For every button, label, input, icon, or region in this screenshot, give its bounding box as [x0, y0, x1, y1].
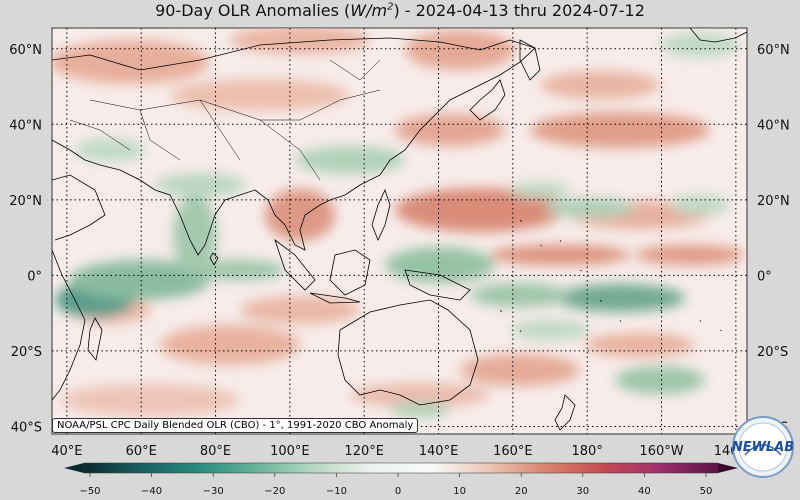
colorbar-tick-label: −50 — [79, 486, 100, 497]
sumatra — [274, 238, 316, 291]
japan — [469, 79, 506, 121]
colorbar-tick-label: 40 — [638, 486, 651, 497]
lon-label: 40°E — [51, 444, 82, 459]
lon-label: 120°E — [344, 444, 384, 459]
lat-label-right: 20°N — [757, 194, 790, 209]
pacific-islands — [499, 219, 723, 333]
data-source-note: NOAA/PSL CPC Daily Blended OLR (CBO) - 1… — [52, 418, 419, 433]
colorbar: −50 −40 −30 −20 −10 0 10 20 30 40 50 — [64, 462, 738, 497]
lat-label-right: 40°N — [757, 118, 790, 133]
lat-label-left: 40°N — [9, 118, 42, 133]
map-title: 90-Day OLR Anomalies (W/m2) - 2024-04-13… — [0, 1, 800, 20]
philippines — [371, 188, 391, 242]
lat-label-right: 0° — [757, 269, 772, 284]
title-prefix: 90-Day OLR Anomalies ( — [155, 1, 351, 20]
logo-arc — [744, 444, 782, 456]
borneo — [329, 249, 371, 296]
lat-label-right: 20°S — [757, 345, 788, 360]
title-suffix: ) - 2024-04-13 thru 2024-07-12 — [393, 1, 645, 20]
anomaly-field — [52, 28, 745, 418]
madagascar — [87, 317, 103, 361]
lat-label-left: 20°N — [9, 194, 42, 209]
colorbar-tick-label: −40 — [141, 486, 162, 497]
kamchatka — [519, 39, 541, 81]
lat-label-left: 20°S — [11, 345, 42, 360]
lon-label: 180° — [572, 444, 603, 459]
colorbar-tick-label: −20 — [264, 486, 285, 497]
country-borders — [69, 59, 381, 181]
coastlines — [52, 28, 747, 431]
lat-label-right: 60°N — [757, 43, 790, 58]
colorbar-tick-label: 10 — [453, 486, 466, 497]
longitude-labels: 40°E 60°E 80°E 100°E 120°E 140°E 160°E 180° 160°… — [51, 444, 758, 459]
colorbar-tick-label: 20 — [515, 486, 528, 497]
lat-label-left: 60°N — [9, 43, 42, 58]
lat-label-left: 40°S — [11, 420, 42, 435]
colorbar-tick-label: −10 — [326, 486, 347, 497]
colorbar-tick-label: 50 — [700, 486, 713, 497]
arabia-coastline — [52, 174, 106, 241]
lon-label: 60°E — [126, 444, 157, 459]
logo-text: NEWLAB — [732, 440, 794, 455]
title-units-exponent: 2 — [387, 1, 394, 13]
australia-coastline — [337, 299, 479, 406]
sri-lanka — [209, 252, 219, 266]
lon-label: 80°E — [200, 444, 231, 459]
new-zealand — [554, 394, 576, 431]
logo-inner — [738, 422, 788, 472]
alaska-coastline — [689, 28, 747, 43]
asia-coastline — [52, 37, 536, 256]
colorbar-low-arrow — [64, 463, 84, 473]
africa-coastline — [52, 249, 86, 401]
title-units: W/m — [350, 1, 388, 20]
latitude-labels-left: 60°N 40°N 20°N 0° 20°S 40°S — [9, 43, 42, 436]
latitude-labels-right: 60°N40°N20°N0°20°S40°S — [757, 43, 790, 436]
lon-label: 160°E — [493, 444, 533, 459]
lon-label: 140°E — [419, 444, 459, 459]
colorbar-bar — [83, 462, 719, 474]
lon-label: 100°E — [270, 444, 310, 459]
lon-label: 160°W — [639, 444, 683, 459]
colorbar-tick-label: 30 — [576, 486, 589, 497]
newlab-logo[interactable]: NEWLAB — [731, 415, 795, 479]
java — [309, 292, 361, 304]
lat-label-left: 0° — [27, 269, 42, 284]
colorbar-high-arrow — [718, 463, 738, 473]
colorbar-tick-label: 0 — [395, 486, 401, 497]
colorbar-tick-label: −30 — [203, 486, 224, 497]
